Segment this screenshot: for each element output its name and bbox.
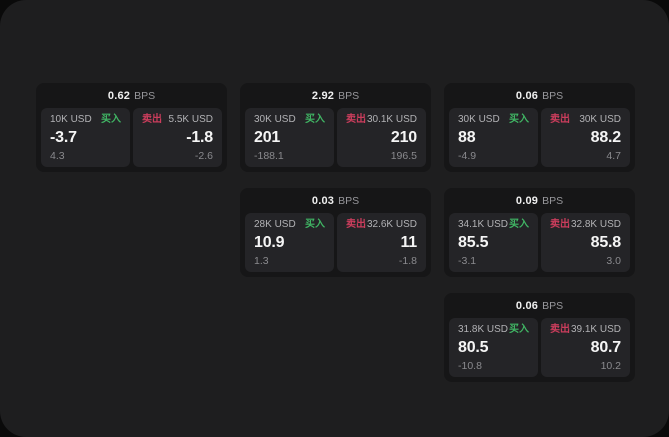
bps-unit: BPS: [542, 299, 564, 312]
bps-unit: BPS: [338, 89, 360, 102]
price-value: 11: [400, 233, 417, 251]
volume-label: 30K USD: [579, 114, 621, 125]
price-value: 80.7: [590, 338, 622, 356]
card-header: 0.06 BPS: [444, 293, 635, 316]
delta-value: 1.3: [254, 254, 269, 267]
price-value: 85.5: [458, 233, 489, 251]
delta-value: 10.2: [600, 359, 621, 372]
volume-label: 32.6K USD: [366, 219, 417, 230]
price-value: 85.8: [590, 233, 622, 251]
price-value: -1.8: [186, 128, 213, 146]
bps-value: 0.03: [311, 194, 335, 207]
delta-value: -10.8: [458, 359, 482, 372]
sell-label: 卖出: [550, 114, 570, 125]
delta-value: 4.7: [606, 149, 621, 162]
volume-label: 5.5K USD: [168, 114, 213, 125]
delta-value: 196.5: [390, 149, 417, 162]
delta-value: -4.9: [458, 149, 477, 162]
price-value: 88.2: [590, 128, 622, 146]
buy-panel[interactable]: 30K USD 买入 88 -4.9: [449, 108, 538, 167]
sell-label: 卖出: [346, 114, 366, 125]
buy-label: 买入: [509, 114, 529, 125]
card-header: 2.92 BPS: [240, 83, 431, 106]
sell-panel[interactable]: 卖出 5.5K USD -1.8 -2.6: [133, 108, 222, 167]
volume-label: 30K USD: [458, 114, 500, 125]
volume-label: 30K USD: [254, 114, 296, 125]
sell-panel[interactable]: 卖出 30K USD 88.2 4.7: [541, 108, 630, 167]
sell-label: 卖出: [550, 324, 570, 335]
sell-panel[interactable]: 卖出 30.1K USD 210 196.5: [337, 108, 426, 167]
bps-unit: BPS: [542, 194, 564, 207]
card-header: 0.03 BPS: [240, 188, 431, 211]
volume-label: 31.8K USD: [458, 324, 509, 335]
price-value: 80.5: [458, 338, 489, 356]
card-header: 0.06 BPS: [444, 83, 635, 106]
price-value: 201: [254, 128, 281, 146]
pricing-card: 2.92 BPS 30K USD 买入 201 -188.1 卖出 30.1K …: [240, 83, 431, 172]
volume-label: 32.8K USD: [570, 219, 621, 230]
buy-panel[interactable]: 31.8K USD 买入 80.5 -10.8: [449, 318, 538, 377]
buy-label: 买入: [509, 324, 529, 335]
delta-value: -188.1: [254, 149, 284, 162]
price-value: -3.7: [50, 128, 77, 146]
pricing-card: 0.09 BPS 34.1K USD 买入 85.5 -3.1 卖出 32.8K…: [444, 188, 635, 277]
buy-label: 买入: [305, 114, 325, 125]
pricing-card: 0.62 BPS 10K USD 买入 -3.7 4.3 卖出 5.5K USD…: [36, 83, 227, 172]
buy-label: 买入: [509, 219, 529, 230]
delta-value: -2.6: [194, 149, 213, 162]
bps-unit: BPS: [134, 89, 156, 102]
delta-value: 4.3: [50, 149, 65, 162]
bps-value: 0.06: [515, 89, 539, 102]
delta-value: -1.8: [398, 254, 417, 267]
buy-panel[interactable]: 10K USD 买入 -3.7 4.3: [41, 108, 130, 167]
buy-label: 买入: [101, 114, 121, 125]
buy-label: 买入: [305, 219, 325, 230]
pricing-card: 0.03 BPS 28K USD 买入 10.9 1.3 卖出 32.6K US…: [240, 188, 431, 277]
bps-value: 0.09: [515, 194, 539, 207]
sell-label: 卖出: [142, 114, 162, 125]
price-value: 88: [458, 128, 476, 146]
volume-label: 28K USD: [254, 219, 296, 230]
card-header: 0.62 BPS: [36, 83, 227, 106]
pricing-card: 0.06 BPS 31.8K USD 买入 80.5 -10.8 卖出 39.1…: [444, 293, 635, 382]
sell-panel[interactable]: 卖出 32.8K USD 85.8 3.0: [541, 213, 630, 272]
pricing-card: 0.06 BPS 30K USD 买入 88 -4.9 卖出 30K USD 8…: [444, 83, 635, 172]
price-value: 210: [390, 128, 417, 146]
volume-label: 39.1K USD: [570, 324, 621, 335]
bps-value: 0.62: [107, 89, 131, 102]
sell-label: 卖出: [346, 219, 366, 230]
volume-label: 34.1K USD: [458, 219, 509, 230]
bps-unit: BPS: [338, 194, 360, 207]
sell-panel[interactable]: 卖出 39.1K USD 80.7 10.2: [541, 318, 630, 377]
volume-label: 10K USD: [50, 114, 92, 125]
volume-label: 30.1K USD: [366, 114, 417, 125]
buy-panel[interactable]: 28K USD 买入 10.9 1.3: [245, 213, 334, 272]
bps-value: 0.06: [515, 299, 539, 312]
bps-unit: BPS: [542, 89, 564, 102]
sell-panel[interactable]: 卖出 32.6K USD 11 -1.8: [337, 213, 426, 272]
sell-label: 卖出: [550, 219, 570, 230]
price-value: 10.9: [254, 233, 285, 251]
delta-value: -3.1: [458, 254, 477, 267]
card-header: 0.09 BPS: [444, 188, 635, 211]
buy-panel[interactable]: 34.1K USD 买入 85.5 -3.1: [449, 213, 538, 272]
bps-value: 2.92: [311, 89, 335, 102]
delta-value: 3.0: [606, 254, 621, 267]
buy-panel[interactable]: 30K USD 买入 201 -188.1: [245, 108, 334, 167]
